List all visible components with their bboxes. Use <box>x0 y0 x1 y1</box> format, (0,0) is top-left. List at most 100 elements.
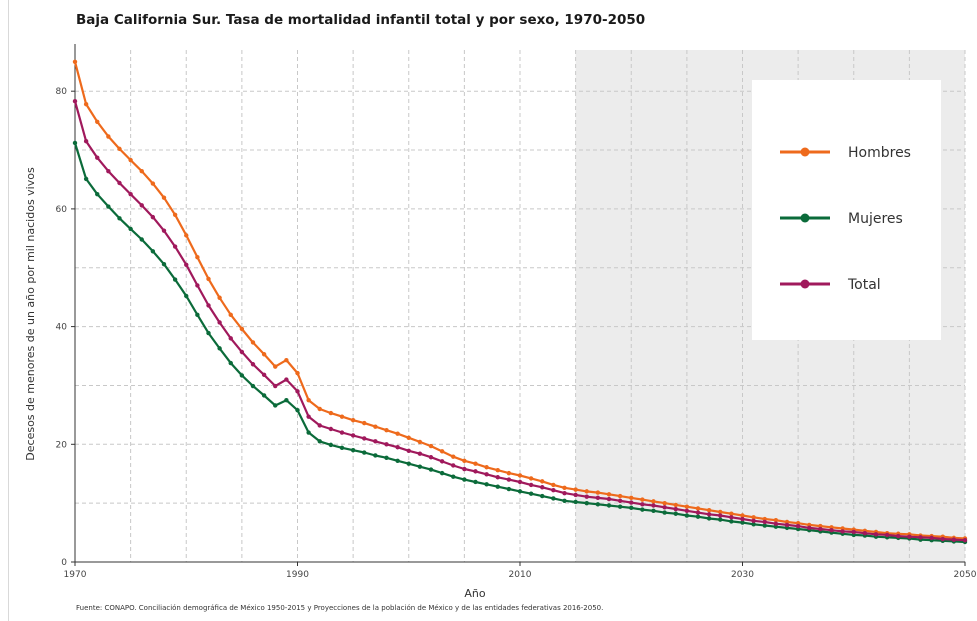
data-point <box>384 442 389 447</box>
data-point <box>495 467 500 473</box>
data-point <box>718 513 723 518</box>
data-point <box>706 516 712 521</box>
data-point <box>629 495 634 501</box>
data-point <box>684 513 690 518</box>
legend-label: Hombres <box>848 145 911 161</box>
data-point <box>562 498 567 503</box>
data-point <box>139 203 144 208</box>
axes: 1970 1990 2010 2030 2050 0 20 40 60 80 Año Decesos … <box>24 44 977 600</box>
data-point <box>184 293 189 299</box>
data-point <box>339 445 345 451</box>
data-point <box>751 515 756 520</box>
data-point <box>662 510 667 515</box>
data-point <box>195 283 200 288</box>
data-point <box>139 169 144 174</box>
data-point <box>473 469 478 474</box>
data-point <box>284 397 289 403</box>
data-point <box>373 453 378 458</box>
data-point <box>929 535 934 541</box>
data-point <box>484 472 489 477</box>
data-point <box>617 498 623 503</box>
data-point <box>250 340 256 345</box>
data-point <box>551 482 556 488</box>
data-point <box>384 427 389 433</box>
data-point <box>95 119 100 124</box>
data-point <box>595 495 601 501</box>
data-point <box>328 426 334 432</box>
data-point <box>495 475 500 480</box>
data-point <box>83 176 89 182</box>
data-point <box>295 407 300 413</box>
data-point <box>117 180 122 186</box>
series-total <box>72 99 968 543</box>
data-point <box>528 476 534 481</box>
source-note: Fuente: CONAPO. Conciliación demográfica… <box>76 604 604 612</box>
data-point <box>640 502 645 507</box>
data-point <box>228 360 233 366</box>
data-point <box>95 191 100 197</box>
data-point <box>273 403 278 408</box>
data-point <box>784 522 790 528</box>
data-point <box>551 496 556 501</box>
data-point <box>95 155 100 160</box>
data-point <box>551 488 556 493</box>
legend-swatch-marker <box>800 213 810 223</box>
data-point <box>517 479 523 485</box>
legend: Hombres Mujeres Total <box>752 80 941 340</box>
left-border-rule <box>8 0 9 621</box>
data-point <box>83 139 89 144</box>
data-point <box>328 410 334 416</box>
data-point <box>228 312 233 318</box>
data-point <box>72 99 78 104</box>
data-point <box>451 474 456 479</box>
data-point <box>239 349 245 355</box>
data-point <box>706 512 712 517</box>
data-point <box>740 513 745 518</box>
data-point <box>484 482 489 487</box>
data-point <box>362 436 367 441</box>
data-point <box>295 389 300 394</box>
data-point <box>261 393 267 398</box>
data-point <box>617 493 623 499</box>
data-point <box>395 431 400 436</box>
data-point <box>517 489 523 494</box>
data-point <box>117 216 122 221</box>
data-point <box>606 503 612 508</box>
data-point <box>72 140 78 146</box>
data-point <box>462 458 467 463</box>
data-point <box>150 249 156 254</box>
data-point <box>762 519 767 525</box>
data-point <box>428 467 434 472</box>
data-point <box>172 277 178 282</box>
data-point <box>439 459 445 464</box>
data-point <box>161 262 167 267</box>
data-point <box>406 435 411 441</box>
data-point <box>406 461 411 466</box>
data-point <box>651 508 656 513</box>
data-point <box>217 320 222 325</box>
data-point <box>184 233 189 238</box>
data-point <box>250 362 256 367</box>
data-point <box>495 484 500 489</box>
data-point <box>172 212 178 217</box>
data-point <box>640 507 645 512</box>
data-point <box>684 508 690 513</box>
data-point <box>206 330 211 336</box>
data-point <box>940 536 945 542</box>
data-point <box>206 303 211 308</box>
x-tick-label: 2030 <box>731 570 754 580</box>
data-point <box>439 449 445 454</box>
data-point <box>317 439 322 444</box>
legend-label: Mujeres <box>848 211 903 227</box>
data-point <box>473 479 478 485</box>
data-point <box>328 442 334 448</box>
data-point <box>350 417 356 423</box>
data-point <box>195 254 200 260</box>
y-tick-label: 80 <box>56 87 68 97</box>
data-point <box>484 465 489 470</box>
x-tick-label: 1970 <box>64 570 87 580</box>
legend-box <box>752 80 941 340</box>
y-tick-label: 40 <box>56 323 68 333</box>
data-point <box>695 506 701 511</box>
